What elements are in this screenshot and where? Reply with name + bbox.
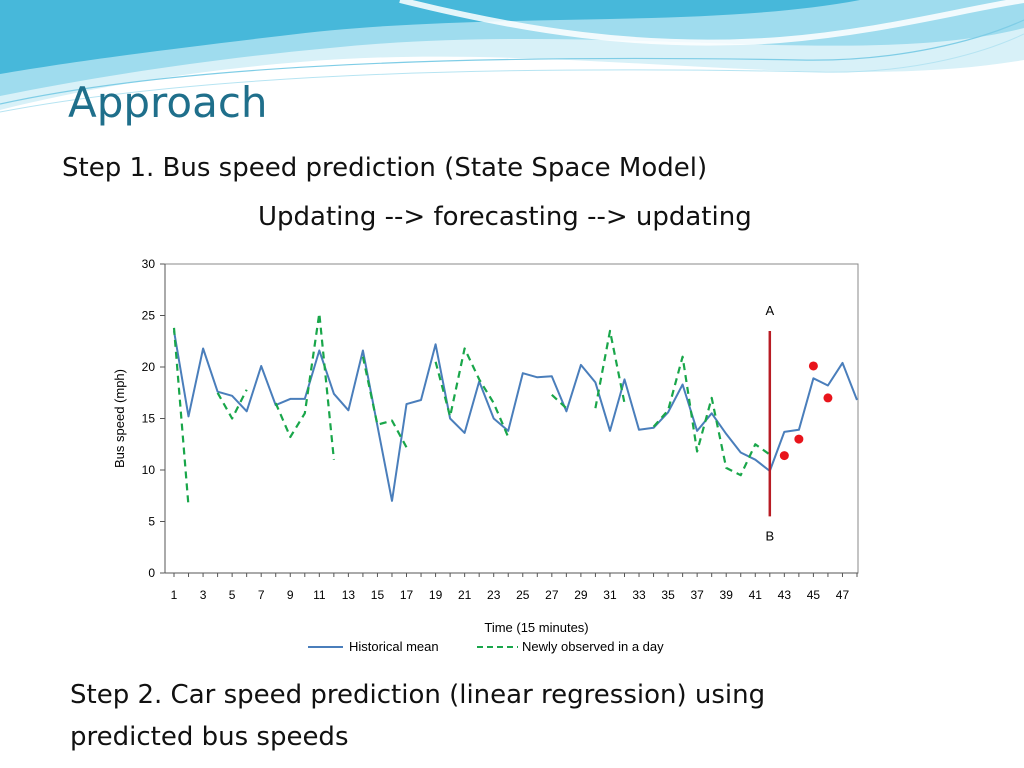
x-tick-label: 21 bbox=[458, 588, 472, 602]
y-axis-ticks: 0 5 10 15 20 25 30 bbox=[142, 257, 165, 580]
series-line-observed bbox=[216, 389, 248, 420]
series-line-observed bbox=[172, 327, 190, 507]
y-tick-label: 15 bbox=[142, 412, 156, 426]
x-tick-label: 9 bbox=[287, 588, 294, 602]
x-tick-label: 5 bbox=[229, 588, 236, 602]
x-tick-label: 29 bbox=[574, 588, 588, 602]
legend-label-historical: Historical mean bbox=[349, 639, 439, 654]
x-tick-label: 1 bbox=[171, 588, 178, 602]
series-line-historical bbox=[173, 330, 858, 502]
x-tick-label: 3 bbox=[200, 588, 207, 602]
x-tick-label: 39 bbox=[720, 588, 734, 602]
wave-white-streak bbox=[399, 0, 1024, 46]
predicted-point bbox=[779, 451, 789, 461]
x-tick-label: 19 bbox=[429, 588, 443, 602]
x-tick-label: 31 bbox=[603, 588, 617, 602]
series-line-observed bbox=[434, 347, 510, 438]
x-axis-ticks: 1 3 5 7 9 11 13 15 17 19 21 23 25 27 29 31 33 35 37 39 41 43 4… bbox=[171, 573, 858, 602]
series-line-observed bbox=[594, 329, 626, 409]
legend-label-observed: Newly observed in a day bbox=[522, 639, 664, 654]
x-tick-label: 27 bbox=[545, 588, 559, 602]
y-tick-label: 25 bbox=[142, 309, 156, 323]
x-tick-label: 11 bbox=[313, 588, 326, 602]
y-tick-label: 0 bbox=[148, 566, 155, 580]
x-tick-label: 47 bbox=[836, 588, 850, 602]
x-tick-label: 35 bbox=[661, 588, 675, 602]
x-tick-label: 7 bbox=[258, 588, 265, 602]
x-tick-label: 15 bbox=[371, 588, 385, 602]
predicted-point bbox=[794, 434, 804, 444]
wave-line-1 bbox=[0, 19, 1024, 105]
wave-band-dark bbox=[0, 0, 860, 74]
predicted-point bbox=[823, 393, 833, 403]
y-tick-label: 10 bbox=[142, 463, 156, 477]
x-tick-label: 37 bbox=[690, 588, 704, 602]
x-tick-label: 41 bbox=[749, 588, 763, 602]
x-tick-label: 45 bbox=[807, 588, 821, 602]
marker-label-a: A bbox=[765, 303, 774, 318]
step1-text: Step 1. Bus speed prediction (State Spac… bbox=[62, 153, 708, 183]
process-subtitle: Updating --> forecasting --> updating bbox=[258, 202, 752, 232]
y-axis-title: Bus speed (mph) bbox=[112, 369, 127, 468]
series-layer bbox=[172, 312, 858, 507]
series-line-observed bbox=[551, 393, 568, 410]
step2-line-1: Step 2. Car speed prediction (linear reg… bbox=[70, 680, 766, 710]
chart-legend: Historical mean Newly observed in a day bbox=[308, 639, 664, 654]
x-tick-label: 23 bbox=[487, 588, 501, 602]
predicted-point bbox=[808, 361, 818, 371]
step2-text: Step 2. Car speed prediction (linear reg… bbox=[70, 674, 970, 758]
x-axis-title: Time (15 minutes) bbox=[484, 620, 588, 635]
x-tick-label: 43 bbox=[778, 588, 792, 602]
y-tick-label: 5 bbox=[148, 515, 155, 529]
marker-label-b: B bbox=[765, 528, 774, 543]
header-wave-decoration bbox=[0, 0, 1024, 113]
x-tick-label: 25 bbox=[516, 588, 530, 602]
step2-line-2: predicted bus speeds bbox=[70, 722, 349, 752]
y-tick-label: 30 bbox=[142, 257, 156, 271]
x-tick-label: 13 bbox=[342, 588, 356, 602]
y-tick-label: 20 bbox=[142, 360, 156, 374]
series-line-observed bbox=[274, 312, 335, 460]
x-tick-label: 33 bbox=[632, 588, 646, 602]
wave-line-2 bbox=[0, 33, 1024, 113]
slide-title: Approach bbox=[68, 78, 268, 127]
x-tick-label: 17 bbox=[400, 588, 414, 602]
predicted-points bbox=[779, 361, 833, 461]
series-line-observed bbox=[361, 356, 408, 448]
series-line-observed bbox=[652, 355, 771, 477]
